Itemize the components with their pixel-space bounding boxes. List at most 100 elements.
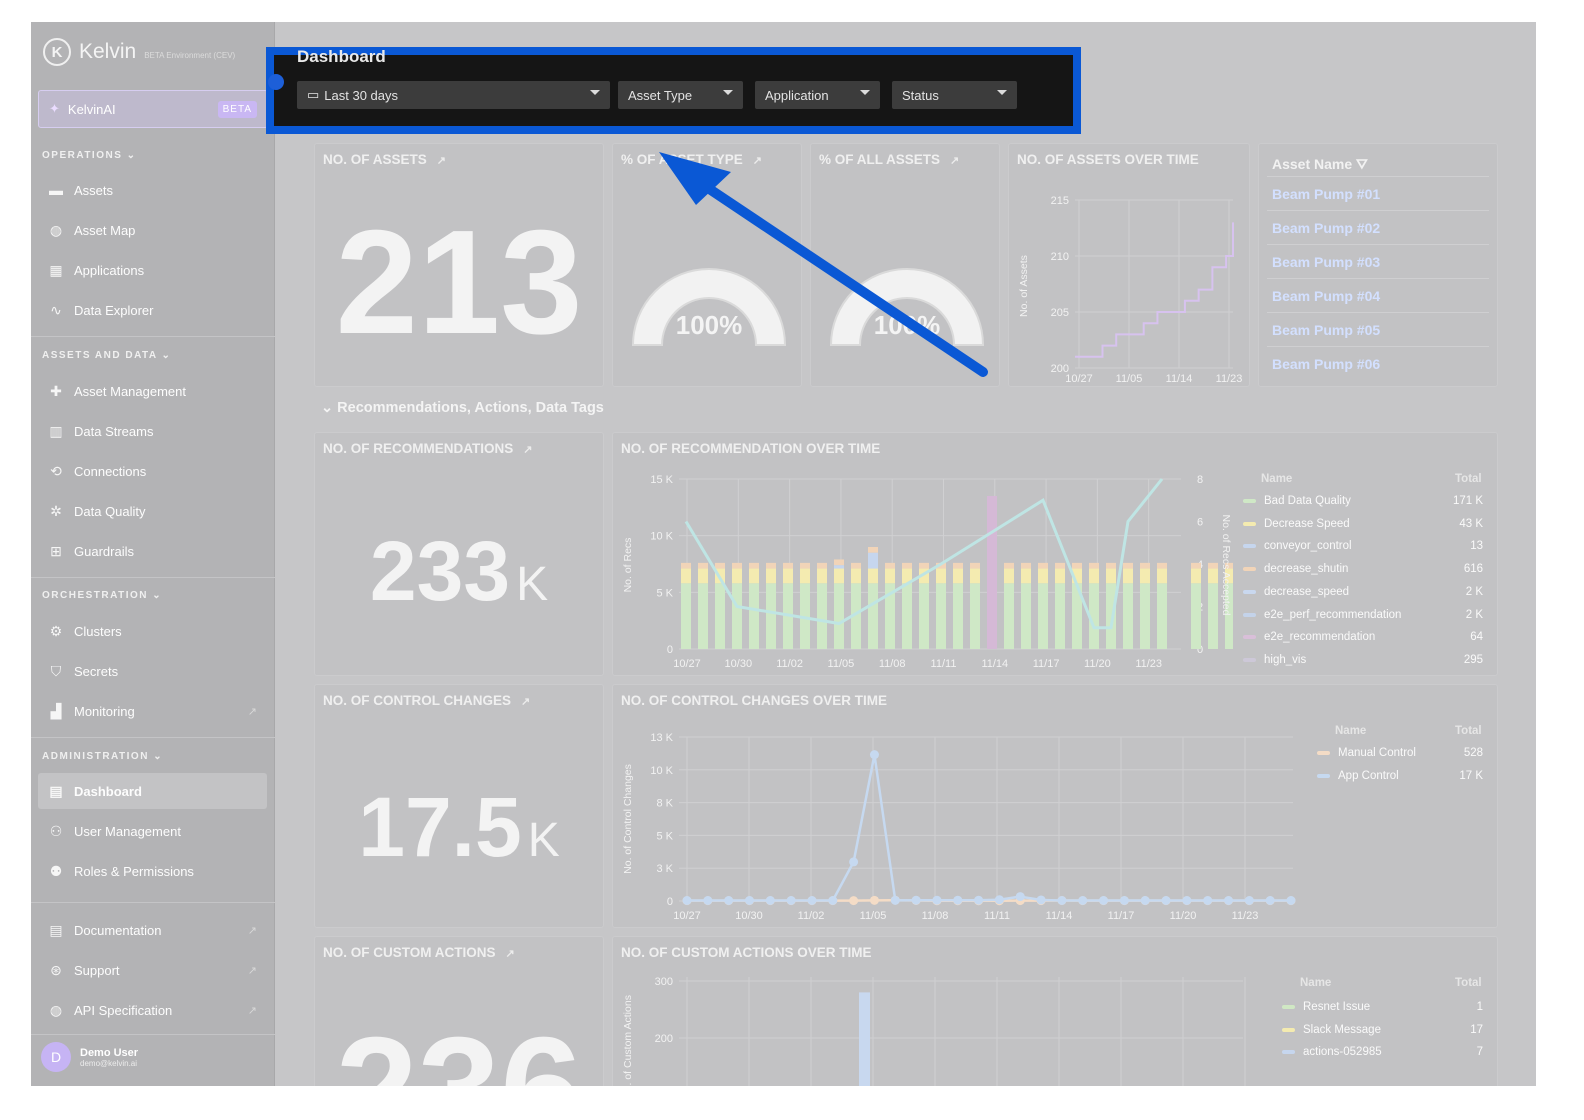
bar-segment <box>834 559 844 566</box>
divider <box>1267 176 1489 177</box>
bar-segment <box>817 568 827 584</box>
sidebar-item-monitoring[interactable]: ▟ Monitoring ↗ <box>47 693 267 729</box>
legend-item[interactable]: Resnet Issue <box>1282 1001 1370 1013</box>
asset-link[interactable]: Beam Pump #06 <box>1272 356 1381 372</box>
legend-item[interactable]: Bad Data Quality <box>1243 495 1351 507</box>
bar-segment <box>970 568 980 584</box>
legend-total: 13 <box>1470 540 1483 553</box>
card-pct-asset-type: % OF ASSET TYPE ↗ 100% <box>612 143 802 387</box>
x-tick-label: 11/14 <box>1166 373 1193 385</box>
sidebar-item-asset-map[interactable]: ◍ Asset Map <box>47 212 267 248</box>
data-point <box>890 895 900 905</box>
sidebar-collapse-handle[interactable] <box>268 74 284 90</box>
asset-link[interactable]: Beam Pump #04 <box>1272 288 1381 304</box>
legend-item[interactable]: Manual Control <box>1317 747 1416 759</box>
bar-segment <box>868 568 878 584</box>
data-point <box>807 895 817 905</box>
sidebar-item-documentation[interactable]: ▤ Documentation ↗ <box>47 912 267 948</box>
sidebar-item-applications[interactable]: ▦ Applications <box>47 252 267 288</box>
x-tick-label: 11/05 <box>1116 373 1143 385</box>
section-orchestration[interactable]: ORCHESTRATION ⌄ <box>42 590 163 601</box>
legend-item[interactable]: decrease_speed <box>1243 586 1349 598</box>
external-link-icon[interactable]: ↗ <box>950 155 960 167</box>
sidebar-item-api-specification[interactable]: ◍ API Specification ↗ <box>47 992 267 1028</box>
bar-segment <box>1072 562 1082 569</box>
date-range-dropdown[interactable]: ▭ Last 30 days <box>297 81 610 109</box>
sidebar-item-roles-permissions[interactable]: ⚉ Roles & Permissions <box>47 853 267 889</box>
bar-segment <box>851 562 861 569</box>
filter-icon[interactable]: ⛛ <box>1356 156 1368 172</box>
bar-segment <box>1208 583 1218 649</box>
x-tick-label: 10/27 <box>673 658 701 670</box>
avatar: D <box>41 1042 71 1072</box>
asset-name-header[interactable]: Asset Name ⛛ <box>1272 156 1368 172</box>
section-administration[interactable]: ADMINISTRATION ⌄ <box>42 751 164 762</box>
sidebar-item-support[interactable]: ⊛ Support ↗ <box>47 952 267 988</box>
asset-type-dropdown[interactable]: Asset Type <box>618 81 743 109</box>
x-tick-label: 11/11 <box>984 910 1010 922</box>
legend-item[interactable]: actions-052985 <box>1282 1046 1382 1058</box>
asset-link[interactable]: Beam Pump #01 <box>1272 186 1381 202</box>
card-title: NO. OF ASSETS ↗ <box>323 152 446 167</box>
bar-segment <box>698 568 708 584</box>
asset-link[interactable]: Beam Pump #02 <box>1272 220 1381 236</box>
data-point <box>994 895 1004 905</box>
sidebar-item-data-streams[interactable]: ▥ Data Streams <box>47 413 267 449</box>
external-link-icon[interactable]: ↗ <box>752 155 762 167</box>
bar-segment <box>1038 568 1048 584</box>
data-point <box>1203 895 1213 905</box>
external-link-icon[interactable]: ↗ <box>523 444 533 456</box>
gauge-asset-type: 100% <box>631 268 787 346</box>
legend-swatch <box>1243 635 1256 640</box>
sidebar-item-asset-management[interactable]: ✚ Asset Management <box>47 373 267 409</box>
external-link-icon[interactable]: ↗ <box>505 948 515 960</box>
application-dropdown[interactable]: Application <box>755 81 880 109</box>
y-axis-label: No. of Assets <box>1018 255 1030 317</box>
divider <box>31 737 275 738</box>
user-menu[interactable]: D Demo User demo@kelvin.ai <box>41 1042 138 1072</box>
asset-link[interactable]: Beam Pump #03 <box>1272 254 1381 270</box>
kelvin-ai-button[interactable]: ✦ KelvinAI BETA <box>38 90 268 128</box>
data-point <box>953 895 963 905</box>
divider <box>31 1034 275 1035</box>
sidebar-item-secrets[interactable]: ⛉ Secrets <box>47 653 267 689</box>
legend-item[interactable]: decrease_shutin <box>1243 563 1348 575</box>
bar-segment <box>902 568 912 584</box>
bar-segment <box>766 568 776 584</box>
card-title: NO. OF CONTROL CHANGES OVER TIME <box>621 693 888 708</box>
sidebar-item-clusters[interactable]: ⚙ Clusters <box>47 613 267 649</box>
legend-item[interactable]: e2e_perf_recommendation <box>1243 609 1401 621</box>
bar-segment <box>783 562 793 569</box>
sidebar-item-data-quality[interactable]: ✲ Data Quality <box>47 493 267 529</box>
y-tick-label: 200 <box>1051 363 1069 375</box>
y-tick-label: 0 <box>667 644 673 656</box>
bar-segment <box>970 562 980 569</box>
sidebar-item-assets[interactable]: ▬ Assets <box>49 182 114 198</box>
sidebar-item-guardrails[interactable]: ⊞ Guardrails <box>47 533 267 569</box>
sidebar-item-data-explorer[interactable]: ∿ Data Explorer <box>47 292 267 328</box>
kelvin-logo[interactable]: K Kelvin BETA Environment (CEV) <box>43 38 235 66</box>
bar-segment <box>953 583 963 649</box>
sidebar-item-connections[interactable]: ⟲ Connections <box>47 453 267 489</box>
section-operations[interactable]: OPERATIONS ⌄ <box>42 150 137 161</box>
bar-segment <box>970 583 980 649</box>
sidebar-item-user-management[interactable]: ⚇ User Management <box>47 813 267 849</box>
sidebar-item-dashboard[interactable]: ▤ Dashboard <box>38 773 267 809</box>
legend-item[interactable]: e2e_recommendation <box>1243 631 1375 643</box>
legend-total: 295 <box>1463 653 1483 666</box>
legend-item[interactable]: App Control <box>1317 770 1399 782</box>
status-dropdown[interactable]: Status <box>892 81 1017 109</box>
legend-item[interactable]: high_vis <box>1243 654 1306 666</box>
legend-total: 2 K <box>1465 608 1483 621</box>
external-link-icon[interactable]: ↗ <box>436 155 446 167</box>
asset-link[interactable]: Beam Pump #05 <box>1272 322 1381 338</box>
legend-item[interactable]: conveyor_control <box>1243 540 1352 552</box>
bar-segment <box>868 583 878 649</box>
section-toggle-recommendations[interactable]: ⌄ Recommendations, Actions, Data Tags <box>321 400 604 416</box>
legend-item[interactable]: Slack Message <box>1282 1024 1381 1036</box>
external-link-icon[interactable]: ↗ <box>521 696 531 708</box>
legend-item[interactable]: Decrease Speed <box>1243 518 1350 530</box>
legend-label: App Control <box>1338 770 1399 782</box>
section-assets-and-data[interactable]: ASSETS AND DATA ⌄ <box>42 350 172 361</box>
y-tick-label: 200 <box>655 1033 673 1045</box>
